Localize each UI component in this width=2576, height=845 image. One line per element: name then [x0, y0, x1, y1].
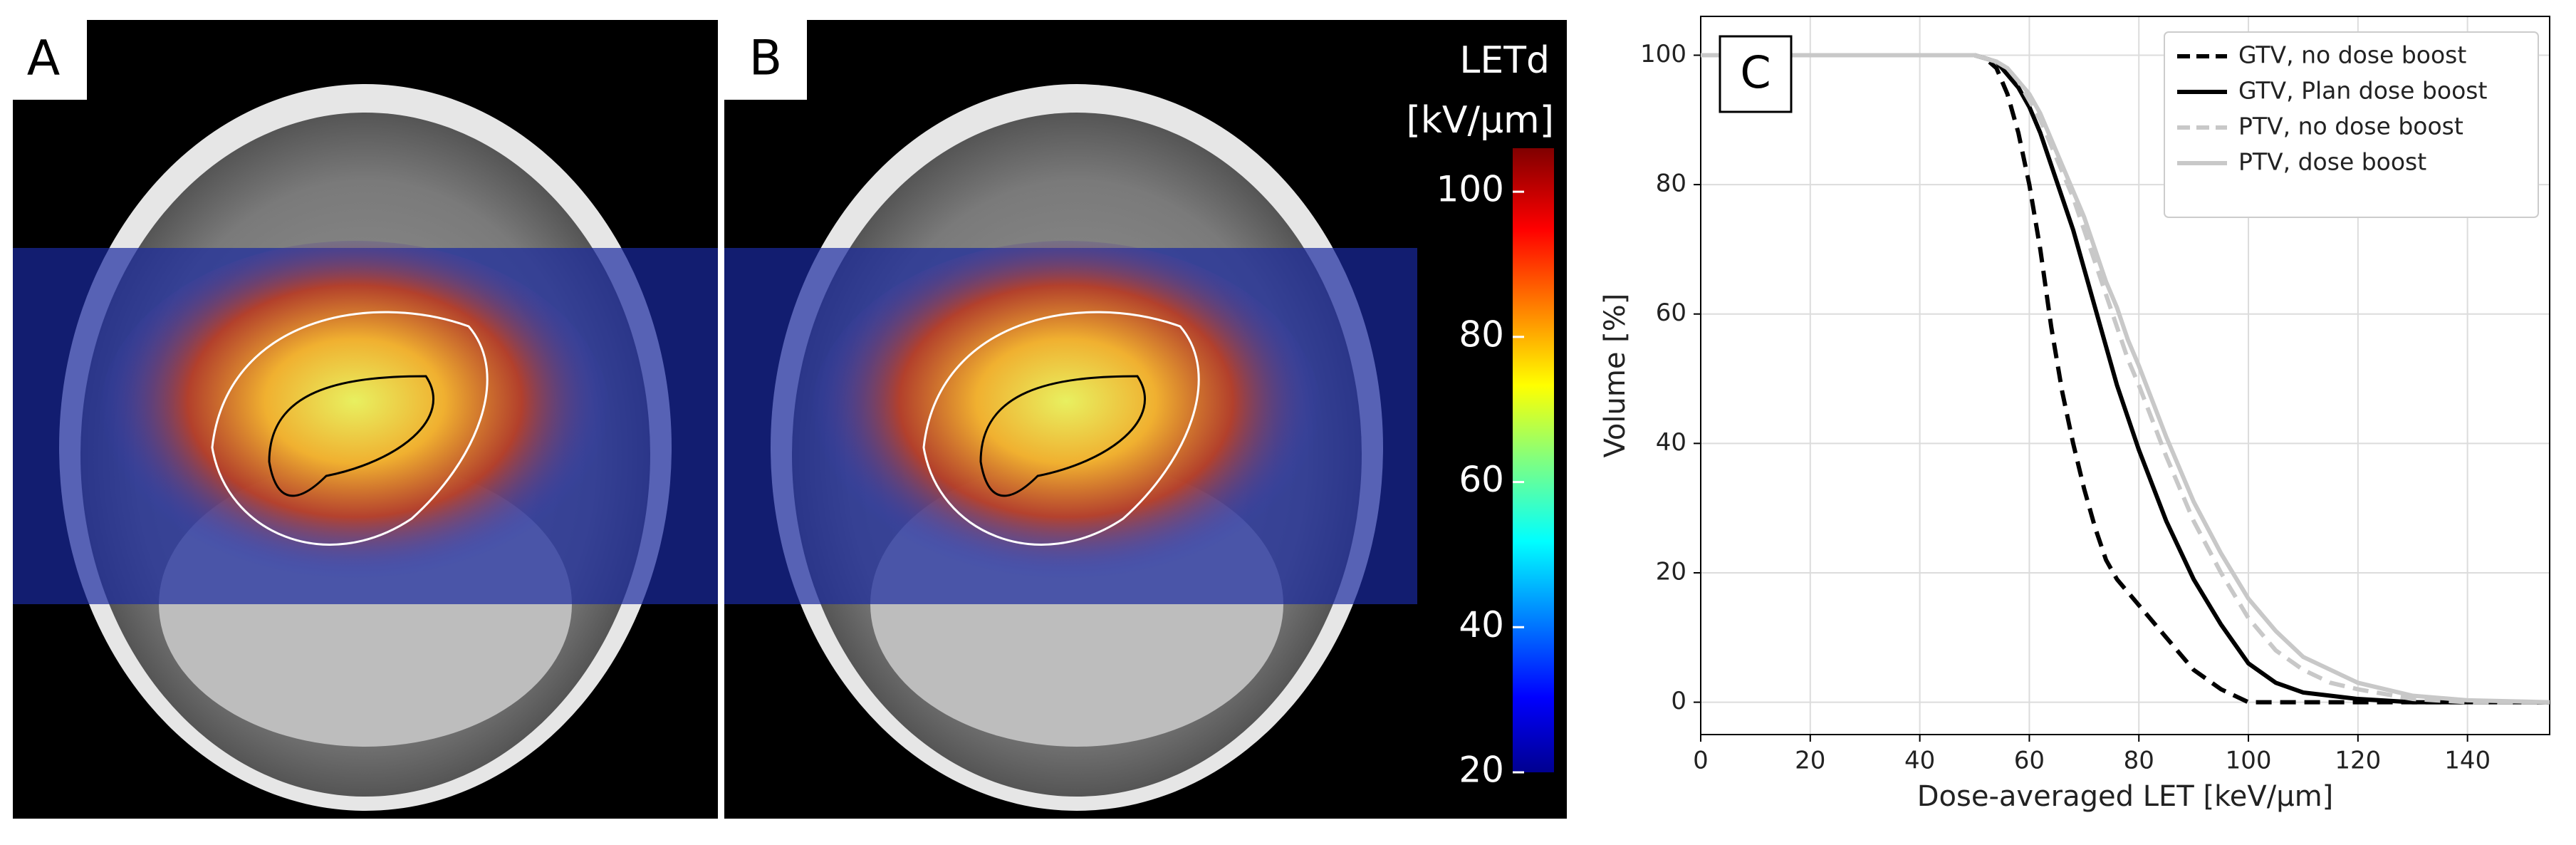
legend-box [2164, 31, 2539, 218]
panel-label-box [1719, 35, 1793, 113]
line-chart: 0 20 40 60 80 100 120 140 0 20 40 60 80 100 Dose-avera… [1599, 16, 2550, 813]
series-line [1701, 53, 2550, 705]
y-tick-label: 60 [1656, 299, 1686, 327]
series-line [1701, 53, 2550, 705]
panel-label-box [724, 20, 807, 100]
x-tick-label: 120 [2335, 747, 2381, 775]
x-tick-label: 0 [1693, 747, 1709, 775]
colorbar-tick-label: 60 [1459, 459, 1504, 500]
x-tick-label: 100 [2226, 747, 2272, 775]
y-tick-label: 80 [1656, 170, 1686, 198]
colorbar-title: LETd [1459, 39, 1550, 82]
panel-label: C [1740, 46, 1771, 98]
colorbar-tick-label: 80 [1459, 313, 1504, 355]
y-tick-label: 100 [1640, 40, 1686, 68]
colorbar-tick-label: 100 [1436, 169, 1504, 210]
y-axis-label: Volume [%] [1599, 294, 1632, 458]
x-tick-label: 140 [2444, 747, 2491, 775]
panel-label: A [27, 31, 61, 87]
x-tick-label: 20 [1795, 747, 1825, 775]
colorbar-tick-label: 40 [1459, 604, 1504, 646]
x-tick-label: 60 [2014, 747, 2045, 775]
ct-image [723, 19, 1431, 820]
legend-label: PTV, no dose boost [2238, 113, 2463, 140]
plot-frame [1700, 16, 2550, 735]
legend-label: GTV, no dose boost [2238, 41, 2466, 69]
series-line [1701, 53, 2550, 705]
legend-label: PTV, dose boost [2238, 148, 2426, 176]
panel-label: B [749, 31, 783, 87]
x-tick-label: 80 [2124, 747, 2154, 775]
colorbar-title: [kV/μm] [1406, 99, 1554, 142]
panel-label-box [0, 20, 87, 100]
y-tick-label: 20 [1656, 557, 1686, 586]
y-tick-label: 40 [1656, 428, 1686, 457]
x-tick-label: 40 [1904, 747, 1935, 775]
y-tick-label: 0 [1671, 687, 1686, 715]
x-axis-label: Dose-averaged LET [keV/μm] [1917, 780, 2334, 813]
legend-label: GTV, Plan dose boost [2238, 77, 2487, 105]
colorbar [1513, 148, 1554, 772]
colorbar-tick-label: 20 [1459, 750, 1504, 791]
ct-image [11, 19, 719, 820]
